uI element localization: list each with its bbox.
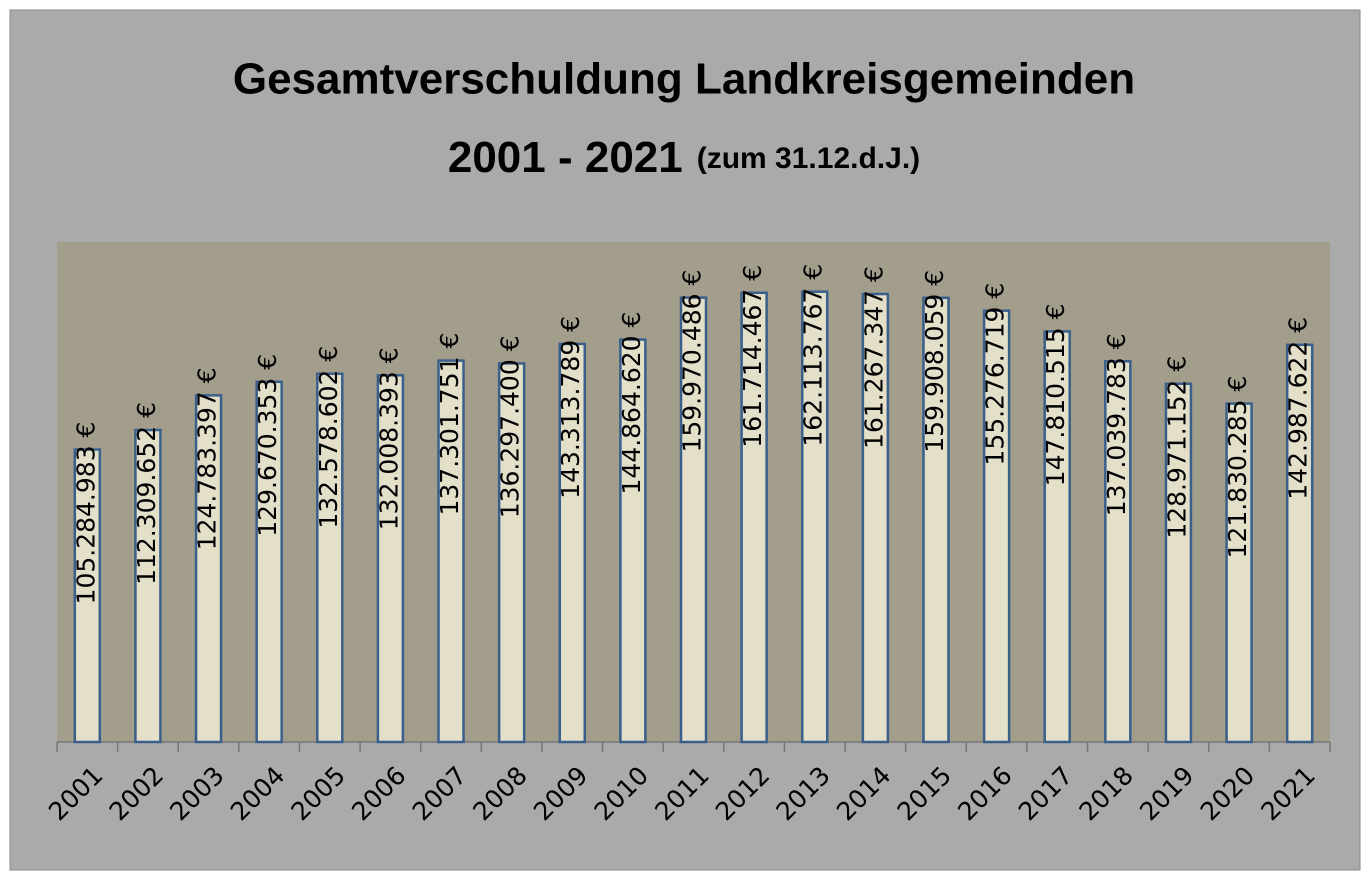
bar xyxy=(861,292,890,744)
value-label: 144.864.620 € xyxy=(617,312,646,495)
value-label: 132.008.393 € xyxy=(374,347,403,530)
chart-title-line2: 2001 - 2021 (zum 31.12.d.J.) xyxy=(448,133,920,182)
value-label: 124.783.397 € xyxy=(193,367,222,550)
value-label: 161.714.467 € xyxy=(738,265,767,448)
value-label: 128.971.152 € xyxy=(1162,356,1191,539)
bar xyxy=(497,362,526,744)
bar xyxy=(255,380,283,744)
value-label: 129.670.353 € xyxy=(253,354,282,537)
bar xyxy=(1104,360,1132,744)
value-label: 112.309.652 € xyxy=(132,402,161,585)
value-label: 142.987.622 € xyxy=(1284,317,1313,500)
bar xyxy=(1043,330,1071,744)
bar xyxy=(1225,402,1253,744)
bar xyxy=(740,291,768,744)
bar xyxy=(800,290,829,744)
value-label: 136.297.400 € xyxy=(496,335,525,518)
value-label: 147.810.515 € xyxy=(1041,303,1070,486)
bar xyxy=(982,309,1011,744)
value-label: 143.313.789 € xyxy=(556,316,585,499)
value-label: 137.301.751 € xyxy=(435,333,464,516)
chart-title: Gesamtverschuldung Landkreisgemeinden xyxy=(233,55,1135,104)
chart-subtitle: (zum 31.12.d.J.) xyxy=(697,142,920,175)
bar xyxy=(194,394,223,744)
value-label: 137.039.783 € xyxy=(1102,333,1131,516)
title-years: 2001 - 2021 xyxy=(448,133,683,182)
bar xyxy=(437,359,465,744)
value-label: 105.284.983 € xyxy=(71,422,100,605)
bar xyxy=(1164,382,1193,744)
bar xyxy=(376,374,405,744)
value-label: 132.578.602 € xyxy=(314,346,343,529)
value-label: 159.908.059 € xyxy=(920,270,949,453)
value-label: 159.970.486 € xyxy=(678,270,707,453)
bar xyxy=(134,428,162,744)
bar xyxy=(922,296,950,744)
bar xyxy=(679,296,708,744)
value-label: 162.113.767 € xyxy=(799,264,828,447)
bar xyxy=(558,342,587,744)
bar xyxy=(73,448,102,744)
value-label: 161.267.347 € xyxy=(859,266,888,449)
bar xyxy=(316,372,344,744)
bar xyxy=(1285,343,1314,744)
value-label: 121.830.285 € xyxy=(1223,376,1252,559)
value-label: 155.276.719 € xyxy=(981,283,1010,466)
bar xyxy=(619,338,647,744)
